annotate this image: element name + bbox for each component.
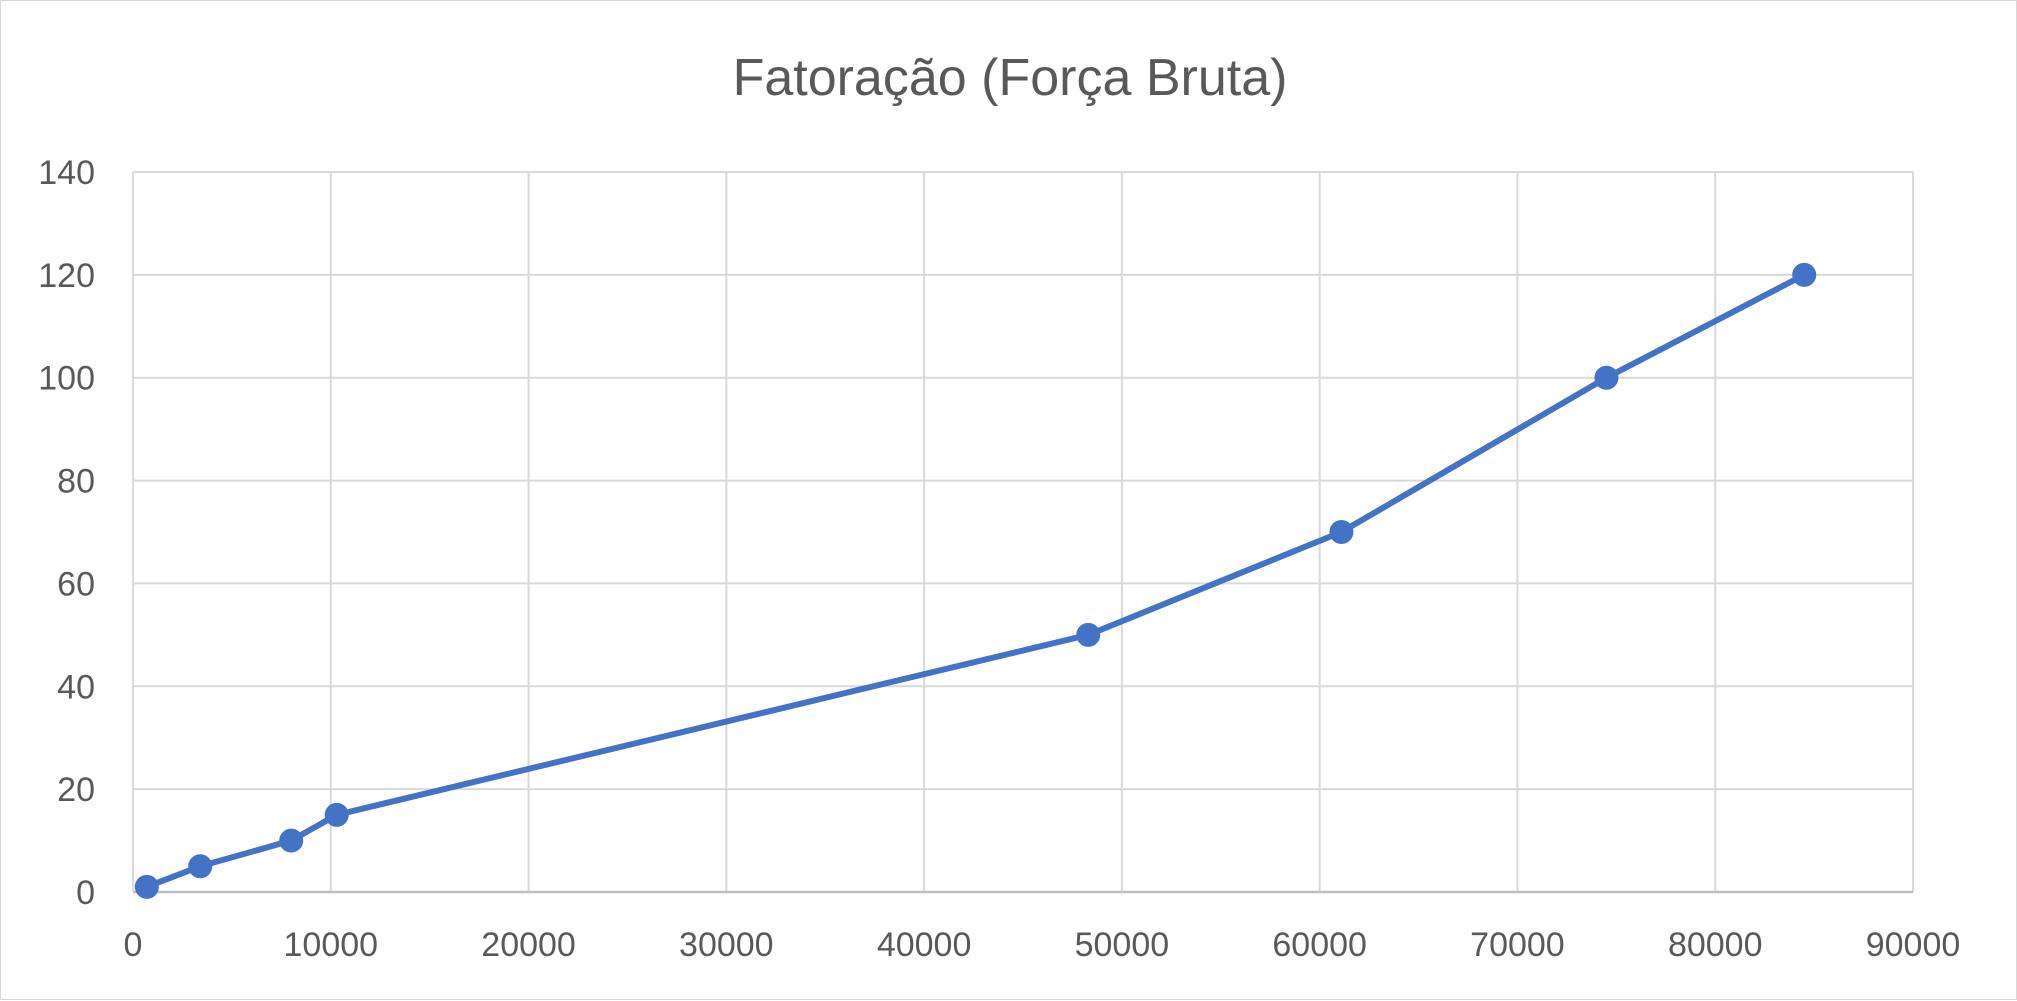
y-tick-label: 20 — [57, 771, 95, 809]
x-tick-label: 50000 — [1075, 926, 1170, 964]
x-tick-label: 30000 — [679, 926, 774, 964]
y-tick-label: 0 — [76, 874, 95, 912]
x-tick-label: 40000 — [877, 926, 972, 964]
data-point — [1594, 365, 1619, 390]
x-tick-label: 20000 — [481, 926, 576, 964]
y-tick-label: 120 — [38, 257, 95, 295]
y-tick-label: 60 — [57, 565, 95, 603]
gridlines — [133, 171, 1914, 892]
data-point — [188, 854, 213, 879]
x-tick-label: 80000 — [1668, 926, 1763, 964]
x-tick-label: 90000 — [1866, 926, 1961, 964]
x-tick-label: 70000 — [1470, 926, 1565, 964]
data-point — [279, 828, 304, 853]
x-tick-label: 0 — [124, 926, 143, 964]
axes — [132, 172, 1913, 894]
data-point — [1792, 262, 1817, 287]
y-tick-label: 140 — [38, 154, 95, 192]
series-line — [143, 271, 1808, 890]
y-tick-label: 100 — [38, 360, 95, 398]
data-point — [1329, 520, 1354, 544]
data-point — [324, 802, 349, 827]
y-tick-label: 80 — [57, 463, 95, 501]
y-tick-label: 40 — [57, 668, 95, 706]
data-point — [1076, 622, 1101, 647]
series — [134, 262, 1817, 899]
chart-title: Fatoração (Força Bruta) — [733, 49, 1288, 107]
x-tick-label: 60000 — [1272, 926, 1367, 964]
y-axis-tick-labels: 0 20 40 60 80 100 120 140 — [38, 154, 95, 912]
x-axis-tick-labels: 0 10000 20000 30000 40000 50000 60000 70000 8000… — [124, 926, 1961, 964]
data-point — [134, 874, 159, 899]
x-tick-label: 10000 — [284, 926, 379, 964]
